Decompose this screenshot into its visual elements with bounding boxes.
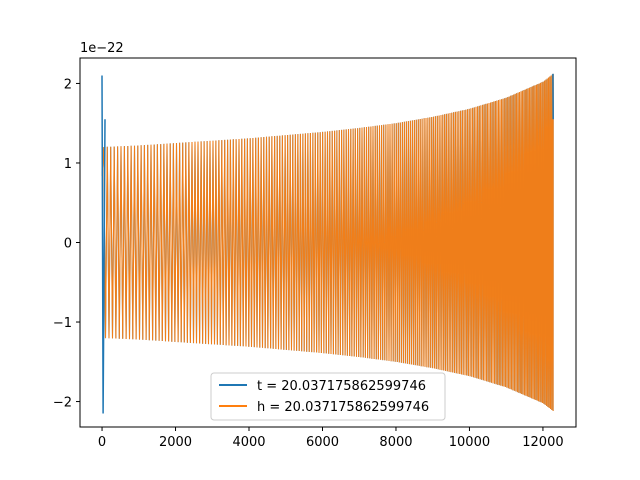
plot-area	[101, 73, 554, 414]
legend: t = 20.037175862599746 h = 20.0371758625…	[210, 372, 446, 421]
x-tick-label: 12000	[522, 435, 563, 450]
y-tick-label: 1	[64, 157, 72, 172]
series-line-h	[101, 73, 554, 412]
y-tick-label: 2	[64, 77, 72, 92]
x-tick-label: 2000	[159, 435, 192, 450]
legend-label-h: h = 20.037175862599746	[257, 400, 429, 415]
x-axis: 0 2000 4000 6000 8000 10000 12000	[98, 427, 564, 450]
series-line-t-start	[101, 75, 106, 414]
x-tick-label: 8000	[379, 435, 412, 450]
x-tick-label: 0	[98, 435, 106, 450]
y-tick-label: −1	[53, 316, 72, 331]
y-tick-label: −2	[53, 396, 72, 411]
y-tick-label: 0	[64, 237, 72, 252]
legend-label-t: t = 20.037175862599746	[257, 379, 426, 394]
x-tick-label: 10000	[449, 435, 490, 450]
legend-box	[210, 372, 446, 421]
y-axis: −2 −1 0 1 2	[53, 77, 80, 411]
x-tick-label: 4000	[232, 435, 265, 450]
y-offset-text: 1e−22	[80, 41, 124, 56]
x-tick-label: 6000	[306, 435, 339, 450]
